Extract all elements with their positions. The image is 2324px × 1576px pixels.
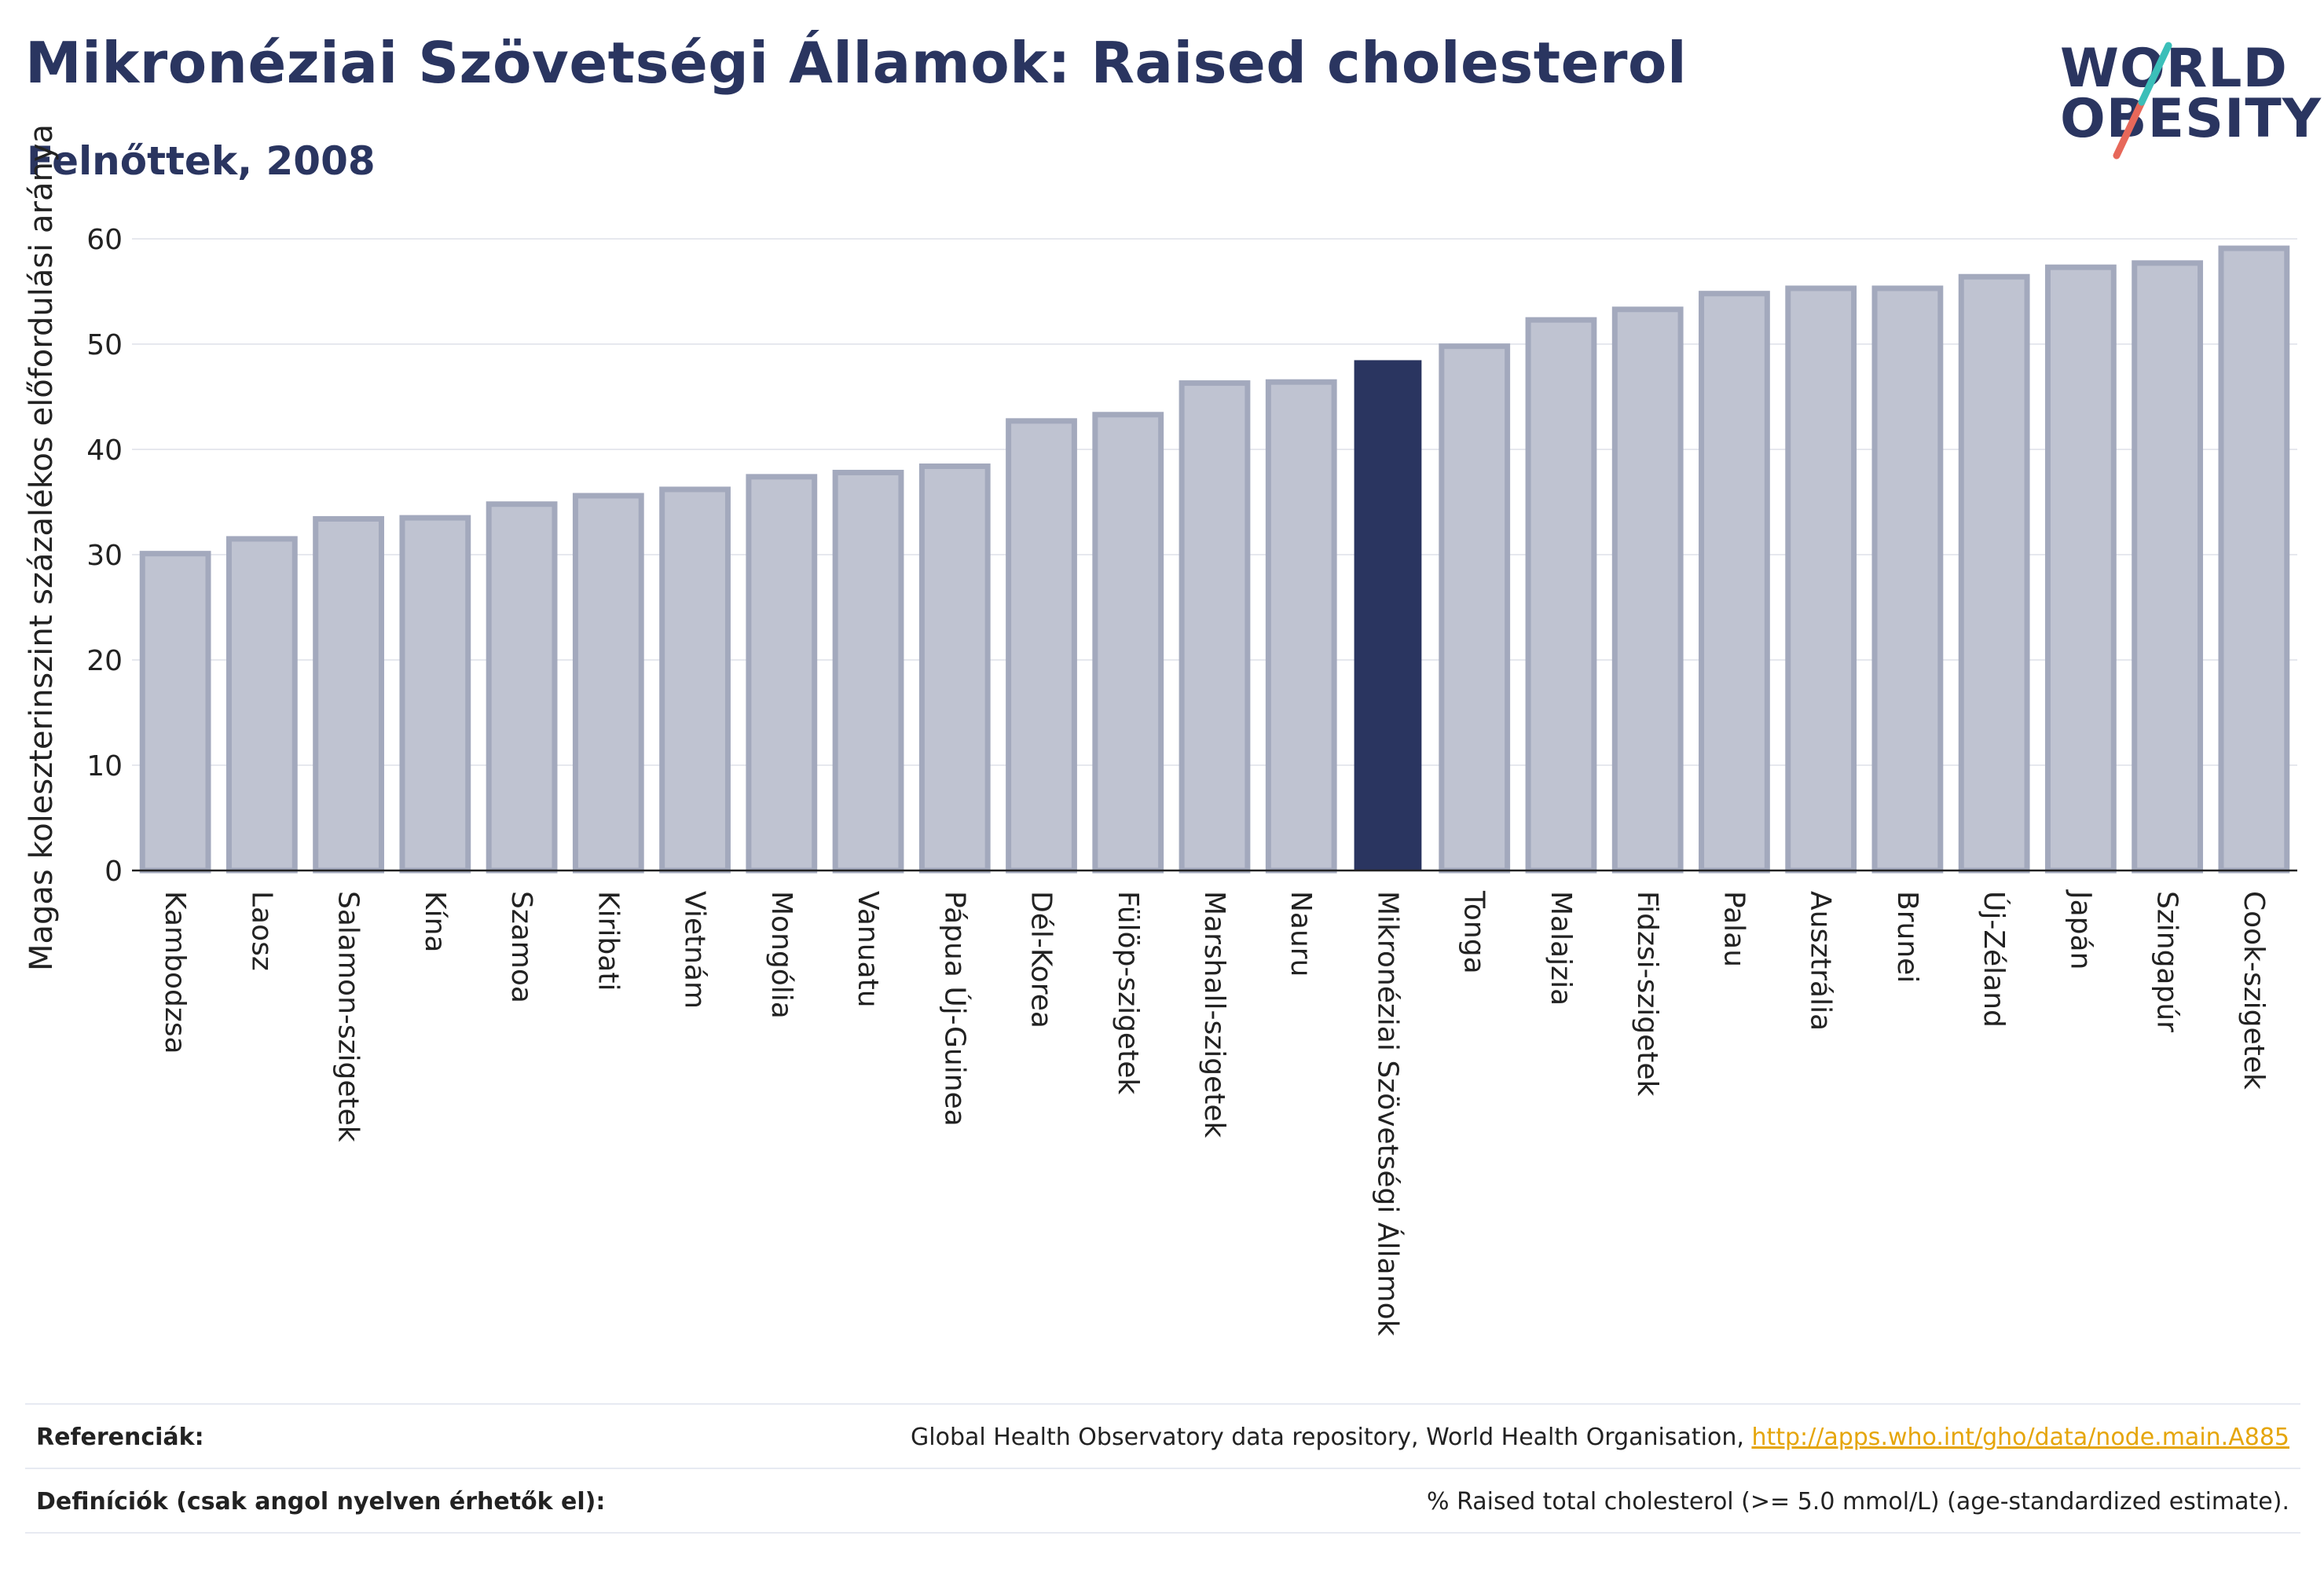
x-tick-label: Salamon-szigetek xyxy=(332,891,365,1142)
x-tick-label: Kína xyxy=(419,891,451,953)
logo-slash-icon xyxy=(2113,42,2172,159)
bars xyxy=(139,245,2290,874)
x-tick-label: Szingapúr xyxy=(2151,891,2183,1032)
bar xyxy=(1958,273,2030,874)
bar xyxy=(313,515,384,874)
x-tick-label: Japán xyxy=(2064,889,2096,969)
bar xyxy=(572,493,644,874)
bar xyxy=(659,486,731,874)
x-tick-label: Fidzsi-szigetek xyxy=(1631,891,1663,1097)
x-tick-label: Kiribati xyxy=(592,891,624,991)
x-tick-label: Vietnám xyxy=(679,891,711,1009)
bar xyxy=(1178,380,1251,874)
bar xyxy=(832,469,904,874)
y-tick-label: 10 xyxy=(86,750,123,783)
bar xyxy=(1265,379,1337,874)
bar xyxy=(1439,343,1511,874)
x-tick-label: Brunei xyxy=(1891,891,1923,983)
bar xyxy=(918,463,991,874)
bar xyxy=(1525,317,1597,874)
x-tick-label: Pápua Új-Guinea xyxy=(938,891,971,1127)
bar xyxy=(1006,418,1077,874)
x-tick-label: Mongólia xyxy=(765,891,797,1019)
y-axis-label: Magas koleszterinszint százalékos előfor… xyxy=(24,124,60,971)
bar xyxy=(486,501,558,874)
x-tick-label: Ausztrália xyxy=(1805,891,1837,1031)
bar xyxy=(1699,291,1770,874)
bar xyxy=(1092,412,1164,874)
definitions-label: Definíciók (csak angol nyelven érhetők e… xyxy=(36,1488,606,1516)
world-obesity-logo: WORLD OBESITY xyxy=(2043,16,2321,173)
y-tick-label: 50 xyxy=(86,329,123,361)
logo-text-world: WORLD xyxy=(2060,38,2288,100)
bar xyxy=(139,551,211,874)
bar xyxy=(1611,306,1684,874)
bar-chart: 0 10 20 30 40 50 60 Kambodzsa Laosz Salamon-szig… xyxy=(24,124,2297,1336)
definitions-value: % Raised total cholesterol (>= 5.0 mmol/… xyxy=(1427,1488,2289,1516)
divider xyxy=(25,1532,2300,1534)
page-subtitle: Felnőttek, 2008 xyxy=(27,138,376,184)
y-tick-label: 0 xyxy=(104,856,123,888)
y-tick-label: 60 xyxy=(86,224,123,256)
x-tick-label: Malajzia xyxy=(1545,891,1577,1006)
references-link[interactable]: http://apps.who.int/gho/data/node.main.A… xyxy=(1751,1424,2289,1451)
bar xyxy=(399,515,471,874)
divider xyxy=(25,1403,2300,1405)
x-tick-label: Szamoa xyxy=(505,891,537,1003)
x-tick-label: Dél-Korea xyxy=(1025,891,1058,1028)
x-tick-label: Mikronéziai Szövetségi Államok xyxy=(1371,891,1404,1336)
bar xyxy=(2045,264,2117,874)
bar-highlighted xyxy=(1354,360,1422,871)
logo-text-obesity: OBESITY xyxy=(2060,88,2322,150)
y-tick-label: 30 xyxy=(86,540,123,572)
page-title: Mikronéziai Szövetségi Államok: Raised c… xyxy=(25,30,1688,96)
bar xyxy=(746,474,818,874)
x-tick-label: Kambodzsa xyxy=(159,891,191,1054)
references-value: Global Health Observatory data repositor… xyxy=(911,1424,2289,1451)
y-tick-label: 40 xyxy=(86,434,123,467)
x-tick-label: Nauru xyxy=(1285,891,1317,977)
x-tick-label: Palau xyxy=(1717,891,1750,967)
references-text: Global Health Observatory data repositor… xyxy=(911,1424,1752,1451)
references-row: Referenciák: Global Health Observatory d… xyxy=(25,1406,2300,1468)
bar xyxy=(2218,245,2290,874)
bar xyxy=(2132,260,2204,874)
x-tick-label: Tonga xyxy=(1458,890,1490,974)
divider xyxy=(25,1468,2300,1469)
x-tick-label: Cook-szigetek xyxy=(2238,891,2270,1090)
x-tick-labels: Kambodzsa Laosz Salamon-szigetek Kína Szamoa… xyxy=(159,889,2270,1336)
x-tick-label: Fülöp-szigetek xyxy=(1112,891,1144,1094)
x-tick-label: Vanuatu xyxy=(852,891,884,1008)
definitions-row: Definíciók (csak angol nyelven érhetők e… xyxy=(25,1471,2300,1532)
bar xyxy=(225,536,298,874)
x-tick-label: Új-Zéland xyxy=(1978,891,2011,1028)
bar xyxy=(1871,285,1944,874)
references-label: Referenciák: xyxy=(36,1424,204,1451)
bar xyxy=(1785,285,1857,874)
x-tick-label: Marshall-szigetek xyxy=(1198,891,1230,1138)
y-tick-label: 20 xyxy=(86,645,123,677)
y-tick-labels: 0 10 20 30 40 50 60 xyxy=(86,224,123,888)
x-tick-label: Laosz xyxy=(245,891,277,971)
